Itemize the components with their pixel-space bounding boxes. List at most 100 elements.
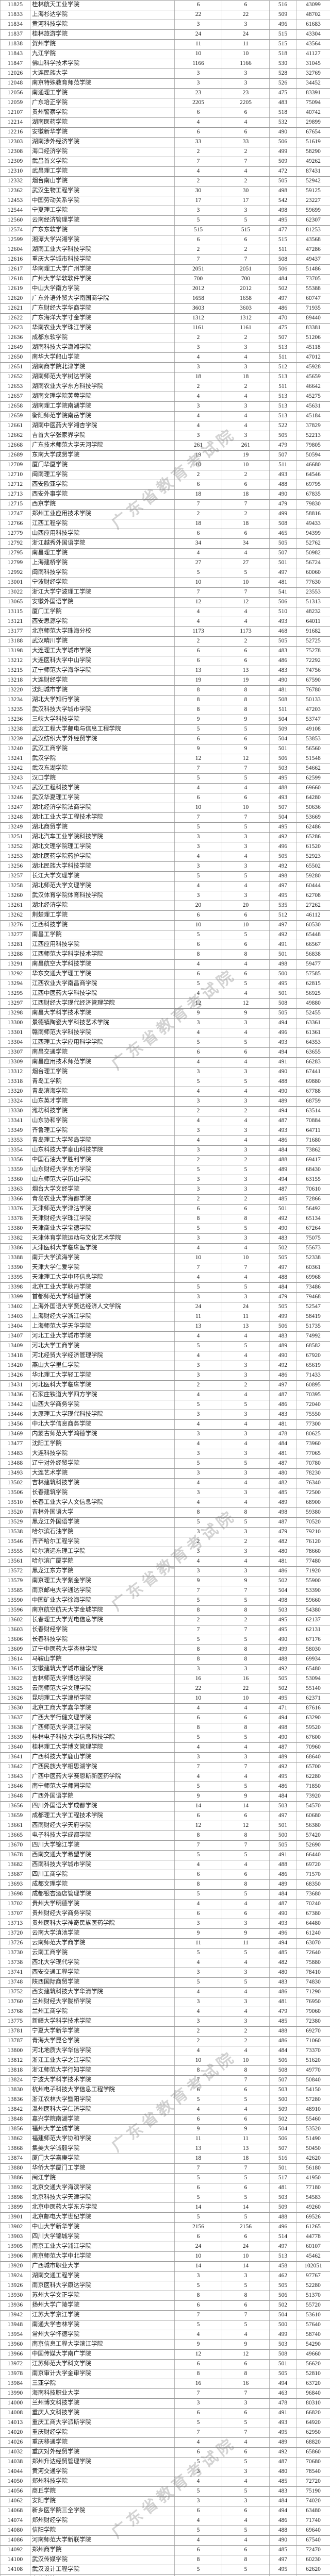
cell-plan: 7	[174, 812, 222, 823]
cell-enroll: 2	[222, 245, 270, 255]
cell-enroll: 6	[222, 1909, 270, 1919]
table-row: 13212 大连医科大学中山学院 6 6 486 72292	[0, 656, 330, 666]
cell-score: 493	[269, 1038, 296, 1048]
cell-code: 13830	[0, 2085, 30, 2095]
cell-score: 508	[269, 2065, 296, 2076]
cell-name: 南京邮电大学通达学院	[30, 1586, 175, 1596]
cell-plan: 10	[174, 803, 222, 813]
cell-code: 13626	[0, 1693, 30, 1704]
cell-rank: 73370	[296, 2046, 330, 2056]
cell-code: 13360	[0, 1175, 30, 1185]
cell-plan: 7	[174, 764, 222, 774]
cell-name: 西安外事学院	[30, 489, 175, 500]
table-row: 13300 景德镇陶瓷大学科技艺术学院 3 3 494 63361	[0, 1018, 330, 1028]
cell-rank: 69640	[296, 2526, 330, 2536]
cell-score: 496	[269, 1028, 296, 1038]
cell-plan: 5	[174, 2565, 222, 2575]
cell-rank: 69270	[296, 2026, 330, 2037]
cell-score: 500	[269, 2320, 296, 2330]
cell-score: 505	[269, 1253, 296, 1263]
cell-plan: 4	[174, 2046, 222, 2056]
cell-enroll: 12	[222, 1821, 270, 1831]
cell-plan: 8	[174, 2291, 222, 2301]
cell-enroll: 7	[222, 812, 270, 823]
table-row: 12026 大连民族大学 3 3 528 32769	[0, 69, 330, 79]
cell-score: 485	[269, 2016, 296, 2027]
cell-code: 13726	[0, 1938, 30, 1948]
cell-name: 广西科技大学鹿山学院	[30, 1752, 175, 1762]
cell-plan: 3	[174, 1997, 222, 2007]
table-row: 13349 齐鲁理工学院 3 3 493 64711	[0, 1126, 330, 1136]
cell-plan: 7	[174, 2428, 222, 2438]
table-row: 13609 辽宁中医药大学杏林学院 8 8 499 58030	[0, 1645, 330, 1655]
cell-rank: 62307	[296, 215, 330, 226]
cell-rank: 91682	[296, 626, 330, 637]
cell-score: 487	[269, 1184, 296, 1195]
cell-rank: 51206	[296, 333, 330, 343]
cell-score: 488	[269, 1654, 296, 1665]
cell-score: 506	[269, 754, 296, 764]
cell-name: 汉口学院	[30, 773, 175, 784]
cell-enroll: 7	[222, 1840, 270, 1851]
cell-code: 13640	[0, 1742, 30, 1753]
cell-score: 513	[269, 411, 296, 421]
cell-enroll: 10	[222, 2056, 270, 2066]
cell-rank: 49260	[296, 2202, 330, 2213]
cell-enroll: 3	[222, 362, 270, 372]
cell-plan: 4	[174, 1987, 222, 1997]
cell-name: 江西理工大学应用科学学院	[30, 1038, 175, 1048]
cell-name: 浙江农林大学暨阳学院	[30, 2095, 175, 2105]
cell-score: 490	[269, 1909, 296, 1919]
table-row: 13972 江苏师范大学科文学院 6 6 501 56620	[0, 2359, 330, 2369]
cell-rank: 48910	[296, 2105, 330, 2115]
cell-code: 13353	[0, 1136, 30, 1146]
cell-enroll: 2051	[222, 264, 270, 275]
cell-plan: 3	[174, 1067, 222, 1077]
cell-plan: 11	[174, 2134, 222, 2144]
cell-enroll: 3	[222, 431, 270, 441]
cell-name: 齐鲁理工学院	[30, 1126, 175, 1136]
cell-plan: 18	[174, 372, 222, 382]
cell-name: 湖北民族大学科技学院	[30, 861, 175, 872]
cell-plan: 4	[174, 1439, 222, 1449]
table-row: 13245 武汉工程科技学院 4 4 488 69660	[0, 783, 330, 793]
cell-rank: 69417	[296, 1155, 330, 1165]
cell-name: 潍坊科技学院	[30, 1106, 175, 1116]
cell-enroll: 13	[222, 1321, 270, 1332]
cell-enroll: 8	[222, 695, 270, 705]
cell-score: 481	[269, 1419, 296, 1430]
cell-rank: 45631	[296, 401, 330, 412]
cell-rank: 68582	[296, 1341, 330, 1351]
cell-code: 13546	[0, 1537, 30, 1547]
cell-enroll: 5	[222, 2173, 270, 2183]
cell-code: 13426	[0, 1370, 30, 1381]
cell-rank: 70780	[296, 1459, 330, 1469]
cell-score: 485	[269, 2545, 296, 2555]
cell-enroll: 6	[222, 2232, 270, 2242]
cell-name: 华侨大学厦门工学院	[30, 2163, 175, 2174]
cell-name: 南京理工大学紫金学院	[30, 1576, 175, 1586]
cell-rank: 45275	[296, 392, 330, 402]
cell-code: 13892	[0, 2183, 30, 2193]
table-row: 12310 武昌理工学院 4 4 472 87431	[0, 166, 330, 177]
cell-code: 12710	[0, 470, 30, 480]
cell-rank: 75190	[296, 2486, 330, 2497]
cell-plan: 6	[174, 656, 222, 666]
cell-plan: 17	[174, 196, 222, 206]
cell-name: 长春理工大学光电信息学院	[30, 1615, 175, 1625]
table-row: 13240 武汉工商学院 9 9 501 56560	[0, 744, 330, 754]
cell-score: 502	[269, 2114, 296, 2125]
cell-code: 13687	[0, 1870, 30, 1880]
table-row: 13298 南昌大学科学技术学院 9 9 505 52455	[0, 1008, 330, 1019]
cell-score: 486	[269, 656, 296, 666]
table-row: 13390 天津大学仁爱学院 7 7 497 60361	[0, 1263, 330, 1273]
cell-plan: 5	[174, 2526, 222, 2536]
cell-rank: 77065	[296, 1449, 330, 1459]
cell-enroll: 19	[222, 450, 270, 461]
table-row: 13748 陕西国际商贸学院 5 5 483 74830	[0, 1977, 330, 1988]
cell-plan: 4	[174, 2105, 222, 2115]
cell-score: 471	[269, 1703, 296, 1714]
cell-code: 13637	[0, 1713, 30, 1723]
table-row: 13409 河北大学工商学院 5 5 489 68582	[0, 1341, 330, 1351]
cell-score: 504	[269, 1586, 296, 1596]
